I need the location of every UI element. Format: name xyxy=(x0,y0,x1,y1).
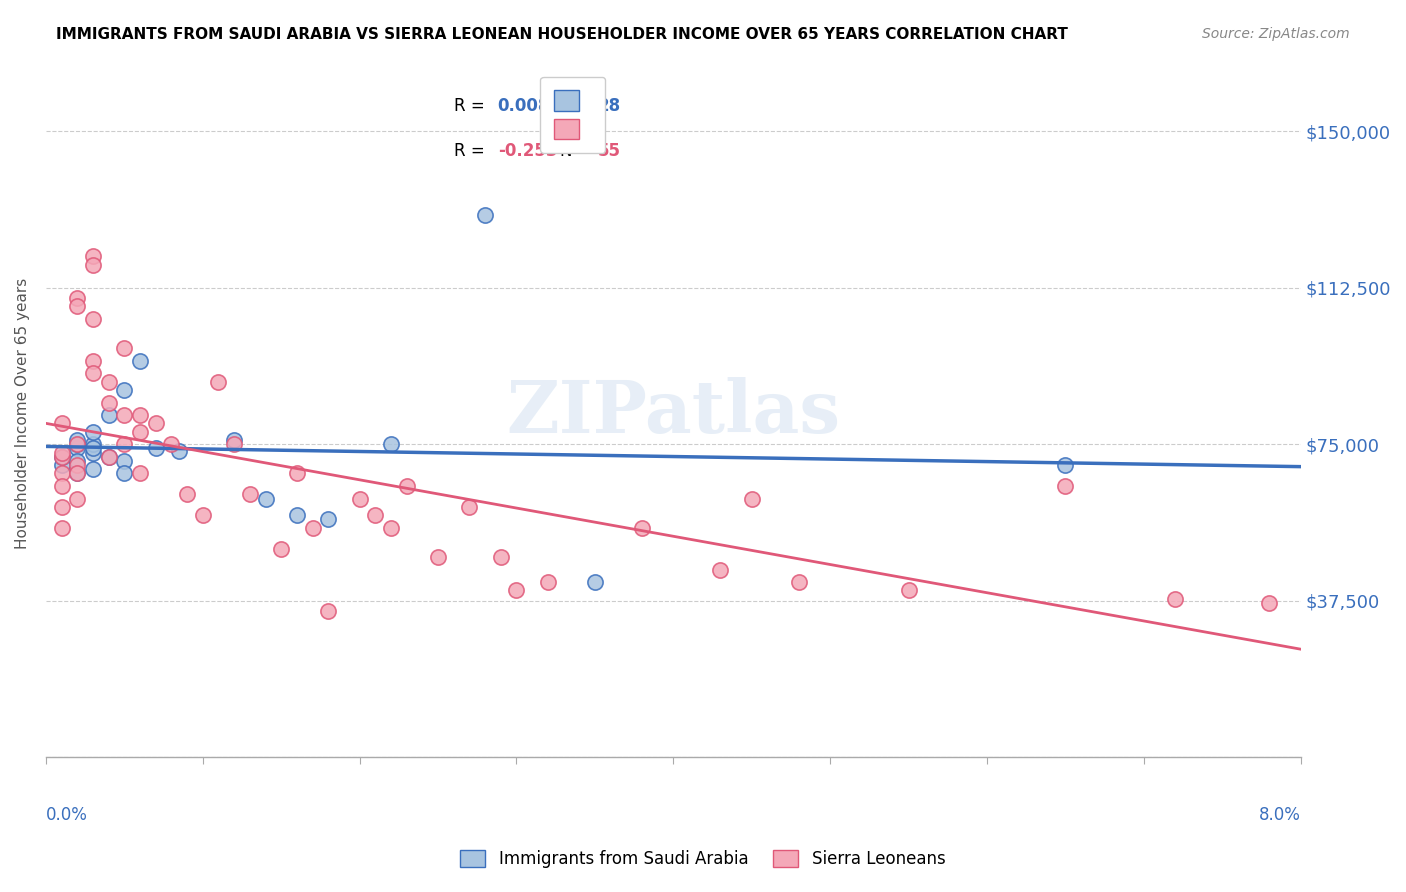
Point xyxy=(66,491,89,506)
Point xyxy=(474,208,496,222)
Point xyxy=(224,433,246,447)
Point xyxy=(631,521,654,535)
Text: IMMIGRANTS FROM SAUDI ARABIA VS SIERRA LEONEAN HOUSEHOLDER INCOME OVER 65 YEARS : IMMIGRANTS FROM SAUDI ARABIA VS SIERRA L… xyxy=(56,27,1069,42)
Point xyxy=(239,487,262,501)
Point xyxy=(395,479,418,493)
Point xyxy=(66,467,89,481)
Point xyxy=(897,583,920,598)
Text: 8.0%: 8.0% xyxy=(1258,805,1301,823)
Text: 0.0%: 0.0% xyxy=(46,805,87,823)
Point xyxy=(112,383,135,397)
Text: 28: 28 xyxy=(598,97,621,115)
Point xyxy=(82,442,104,456)
Point xyxy=(112,437,135,451)
Point xyxy=(112,454,135,468)
Point xyxy=(51,467,73,481)
Point xyxy=(537,575,560,590)
Point xyxy=(489,549,512,564)
Point xyxy=(97,450,120,464)
Point xyxy=(285,467,308,481)
Point xyxy=(51,417,73,431)
Y-axis label: Householder Income Over 65 years: Householder Income Over 65 years xyxy=(15,277,30,549)
Text: ZIPatlas: ZIPatlas xyxy=(506,377,841,449)
Point xyxy=(349,491,371,506)
Point xyxy=(66,454,89,468)
Point xyxy=(66,437,89,451)
Point xyxy=(316,604,339,618)
Point xyxy=(82,437,104,451)
Point xyxy=(160,437,183,451)
Point xyxy=(129,467,152,481)
Point xyxy=(458,500,481,514)
Point xyxy=(66,467,89,481)
Point xyxy=(51,450,73,464)
Point xyxy=(66,291,89,305)
Point xyxy=(583,575,606,590)
Point xyxy=(97,450,120,464)
Point xyxy=(207,375,229,389)
Point xyxy=(66,442,89,456)
Point xyxy=(1258,596,1281,610)
Point xyxy=(82,445,104,459)
Point xyxy=(51,500,73,514)
Point xyxy=(1054,479,1077,493)
Point xyxy=(97,408,120,422)
Point xyxy=(66,300,89,314)
Point xyxy=(427,549,450,564)
Point xyxy=(66,437,89,451)
Point xyxy=(301,521,323,535)
Point xyxy=(176,487,198,501)
Point xyxy=(169,443,191,458)
Point xyxy=(224,437,246,451)
Text: 0.008: 0.008 xyxy=(498,97,550,115)
Point xyxy=(82,312,104,326)
Point xyxy=(82,353,104,368)
Point xyxy=(129,425,152,439)
Point xyxy=(1054,458,1077,472)
Point xyxy=(66,433,89,447)
Point xyxy=(51,479,73,493)
Point xyxy=(145,417,167,431)
Point xyxy=(380,437,402,451)
Point xyxy=(191,508,214,523)
Text: 55: 55 xyxy=(598,142,621,161)
Point xyxy=(709,562,731,576)
Point xyxy=(82,462,104,476)
Point xyxy=(254,491,277,506)
Point xyxy=(316,512,339,526)
Point xyxy=(285,508,308,523)
Legend: , : , xyxy=(540,77,606,153)
Point xyxy=(112,341,135,355)
Text: R =: R = xyxy=(454,142,489,161)
Point xyxy=(505,583,527,598)
Text: N =: N = xyxy=(561,142,598,161)
Point xyxy=(82,366,104,380)
Point xyxy=(82,258,104,272)
Point xyxy=(129,353,152,368)
Point xyxy=(741,491,763,506)
Point xyxy=(1164,591,1187,606)
Point xyxy=(364,508,387,523)
Point xyxy=(112,408,135,422)
Text: N =: N = xyxy=(561,97,598,115)
Point xyxy=(82,425,104,439)
Point xyxy=(82,249,104,263)
Point xyxy=(66,458,89,472)
Text: Source: ZipAtlas.com: Source: ZipAtlas.com xyxy=(1202,27,1350,41)
Point xyxy=(51,450,73,464)
Point xyxy=(51,521,73,535)
Point xyxy=(129,408,152,422)
Point xyxy=(145,442,167,456)
Point xyxy=(51,458,73,472)
Point xyxy=(380,521,402,535)
Point xyxy=(97,395,120,409)
Text: R =: R = xyxy=(454,97,489,115)
Point xyxy=(112,467,135,481)
Point xyxy=(97,375,120,389)
Point xyxy=(270,541,292,556)
Point xyxy=(787,575,810,590)
Legend: Immigrants from Saudi Arabia, Sierra Leoneans: Immigrants from Saudi Arabia, Sierra Leo… xyxy=(454,843,952,875)
Text: -0.253: -0.253 xyxy=(498,142,557,161)
Point xyxy=(51,445,73,459)
